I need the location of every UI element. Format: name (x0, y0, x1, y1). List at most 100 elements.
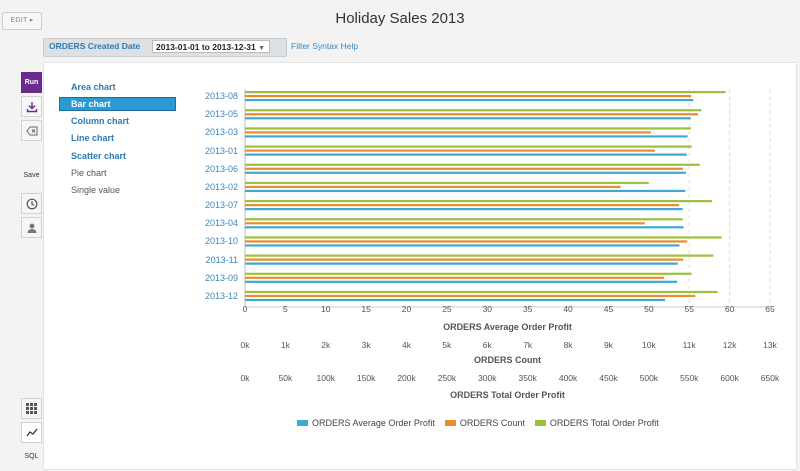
x-tick-label: 12k (722, 340, 737, 350)
run-button[interactable]: Run (21, 72, 42, 93)
filter-bar: ORDERS Created Date 2013-01-01 to 2013-1… (43, 38, 287, 57)
chart-type-column[interactable]: Column chart (71, 116, 130, 126)
bar (245, 99, 694, 102)
bar (245, 272, 692, 275)
bar (245, 258, 684, 261)
x-tick-label: 50 (644, 304, 654, 314)
x-tick-label: 25 (442, 304, 452, 314)
legend-label-total: ORDERS Total Order Profit (549, 418, 659, 428)
bar (245, 298, 665, 302)
legend-swatch-average (297, 420, 308, 426)
x-tick-label: 40 (563, 304, 573, 314)
bar (245, 236, 722, 239)
chart-type-line[interactable]: Line chart (71, 133, 115, 143)
date-filter-value: 2013-01-01 to 2013-12-31 (156, 42, 256, 52)
legend-item-total[interactable]: ORDERS Total Order Profit (534, 418, 659, 428)
bar (245, 218, 683, 221)
bar (245, 167, 683, 170)
sql-button[interactable]: SQL (24, 453, 39, 460)
y-tick-label: 2013-06 (204, 163, 238, 174)
x-tick-label: 9k (603, 340, 613, 350)
x-tick-label: 300k (478, 373, 497, 383)
chart-type-bar[interactable]: Bar chart (59, 97, 176, 111)
bar (245, 113, 699, 116)
legend-item-average[interactable]: ORDERS Average Order Profit (297, 418, 435, 428)
bar (245, 181, 649, 185)
x-tick-label: 5k (442, 340, 452, 350)
bar (245, 131, 651, 134)
bar (245, 171, 686, 174)
bar (245, 222, 645, 225)
filter-syntax-help-link[interactable]: Filter Syntax Help (291, 41, 359, 51)
x-tick-label: 5 (283, 304, 288, 314)
x-tick-label: 450k (599, 373, 618, 383)
download-icon[interactable] (21, 96, 42, 117)
bar (245, 254, 714, 257)
chevron-down-icon[interactable]: ▼ (258, 45, 265, 52)
y-tick-label: 2013-02 (204, 181, 238, 192)
edit-label: EDIT (10, 17, 28, 24)
bar (245, 240, 688, 243)
y-tick-label: 2013-01 (204, 145, 238, 156)
save-button[interactable]: Save (23, 172, 40, 179)
x-tick-label: 200k (397, 373, 416, 383)
chart-type-pie[interactable]: Pie chart (71, 168, 107, 178)
edit-tab[interactable]: EDIT ▸ (2, 12, 42, 30)
chart-line-icon[interactable] (21, 422, 42, 443)
x-tick-label: 11k (682, 340, 696, 350)
user-icon[interactable] (21, 217, 42, 238)
legend-swatch-count (444, 420, 456, 426)
y-tick-label: 2013-05 (204, 109, 238, 120)
chart-type-area[interactable]: Area chart (71, 82, 116, 92)
bar (245, 135, 688, 138)
x-tick-label: 30 (482, 304, 493, 314)
legend-swatch-total (534, 420, 546, 426)
bar (245, 294, 696, 298)
x-axis-title: ORDERS Total Order Profit (450, 390, 565, 400)
bar (245, 127, 691, 130)
page-title: Holiday Sales 2013 (335, 10, 465, 27)
x-tick-label: 4k (402, 340, 412, 350)
x-tick-label: 50k (278, 373, 293, 383)
bar (245, 276, 665, 279)
x-tick-label: 15 (361, 304, 371, 314)
x-tick-label: 400k (558, 373, 578, 383)
x-tick-label: 600k (720, 373, 739, 383)
chart-type-scatter[interactable]: Scatter chart (71, 151, 127, 161)
filter-label: ORDERS Created Date (49, 41, 141, 51)
x-tick-label: 7k (523, 340, 533, 350)
bar (245, 200, 712, 203)
x-tick-label: 650k (760, 373, 780, 383)
x-tick-label: 250k (437, 373, 457, 383)
legend-item-count[interactable]: ORDERS Count (444, 418, 525, 428)
x-tick-label: 150k (356, 373, 376, 383)
bar (245, 163, 700, 166)
bar (245, 290, 718, 294)
chart-type-single-value[interactable]: Single value (71, 185, 121, 195)
clock-icon[interactable] (21, 193, 42, 214)
bar (245, 153, 687, 156)
y-tick-label: 2013-10 (204, 236, 238, 247)
x-tick-label: 500k (639, 373, 659, 383)
bar (245, 91, 726, 94)
bar (245, 145, 692, 148)
y-tick-label: 2013-12 (204, 290, 238, 301)
x-tick-label: 65 (765, 304, 775, 314)
date-filter-input[interactable]: 2013-01-01 to 2013-12-31 ▼ (152, 40, 270, 53)
clear-icon[interactable] (21, 120, 42, 141)
bar (245, 204, 680, 207)
legend-label-average: ORDERS Average Order Profit (312, 418, 435, 428)
visualization-panel (43, 62, 797, 470)
x-tick-label: 13k (763, 340, 777, 350)
bar (245, 109, 702, 112)
y-tick-label: 2013-11 (205, 254, 238, 265)
y-tick-label: 2013-07 (204, 200, 238, 211)
bar (245, 185, 621, 189)
x-tick-label: 2k (321, 340, 331, 350)
x-tick-label: 20 (401, 304, 412, 314)
bar (245, 189, 686, 193)
chart-legend: ORDERS Average Order Profit ORDERS Count… (297, 418, 659, 428)
y-tick-label: 2013-03 (204, 127, 238, 138)
grid-icon[interactable] (21, 398, 42, 419)
